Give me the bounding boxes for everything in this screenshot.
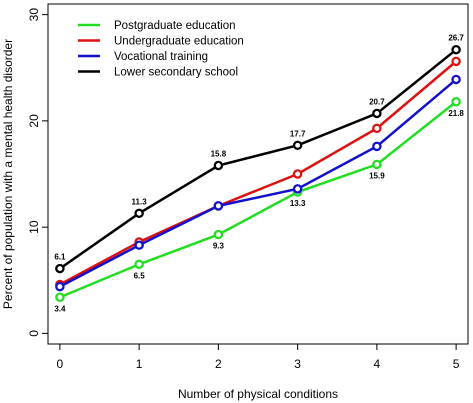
y-tick-label: 20 [27, 114, 41, 128]
legend-entry: Vocational training [114, 51, 208, 63]
x-tick-label: 3 [294, 357, 301, 371]
data-label: 17.7 [290, 129, 306, 138]
legend-entry: Postgraduate education [114, 20, 235, 32]
plot-frame [47, 3, 469, 345]
y-axis-label: Percent of population with a mental heal… [1, 39, 15, 309]
y-axis: 0 10 20 30 [27, 8, 48, 337]
data-point [372, 123, 382, 134]
data-point [134, 208, 144, 219]
y-tick-label: 30 [27, 8, 41, 22]
data-label: 9.3 [213, 242, 225, 251]
series-layer [55, 44, 461, 302]
data-label: 3.4 [54, 304, 66, 313]
data-label: 6.1 [54, 253, 66, 262]
data-label: 20.7 [369, 97, 385, 106]
data-point [55, 281, 65, 292]
data-point [372, 108, 382, 119]
y-tick-label: 10 [27, 220, 41, 234]
data-label: 15.8 [211, 150, 227, 159]
legend-entry: Undergraduate education [114, 36, 244, 48]
data-point [372, 141, 382, 152]
x-axis: 0 1 2 3 4 5 [57, 344, 460, 371]
x-tick-label: 0 [57, 357, 64, 371]
series-line [59, 78, 457, 288]
data-point [55, 292, 65, 302]
data-point [292, 169, 303, 179]
data-label: 26.7 [448, 34, 464, 43]
data-point [292, 140, 303, 151]
data-point [134, 259, 144, 270]
data-label: 6.5 [134, 271, 146, 280]
plot-border [47, 3, 469, 345]
data-label: 21.8 [448, 109, 464, 118]
x-tick-label: 1 [136, 357, 143, 371]
data-point [213, 160, 224, 171]
y-tick-label: 0 [27, 330, 41, 337]
data-label: 11.3 [132, 197, 148, 206]
data-point [451, 74, 461, 85]
data-point [451, 56, 461, 67]
data-point [213, 201, 224, 211]
x-tick-label: 5 [453, 357, 460, 371]
x-tick-label: 4 [374, 357, 381, 371]
series-undergraduate-education [55, 56, 461, 290]
data-point [292, 184, 303, 194]
series-line [59, 100, 457, 299]
legend-entry: Lower secondary school [114, 67, 238, 79]
series-lower-secondary-school [55, 44, 461, 274]
legend: Postgraduate education Undergraduate educ… [78, 20, 244, 79]
data-label: 13.3 [290, 199, 306, 208]
data-labels: 3.4 6.5 9.3 13.3 15.9 21.8 6.1 11.3 15.8 17.7 20.7… [54, 34, 464, 314]
data-point [451, 44, 461, 55]
series-postgraduate-education [55, 97, 461, 302]
data-point [55, 263, 65, 274]
data-point [213, 229, 224, 240]
series-vocational-training [55, 74, 461, 292]
data-point [451, 97, 461, 107]
data-point [372, 159, 382, 170]
series-line [59, 48, 457, 270]
x-tick-label: 2 [215, 357, 222, 371]
data-label: 15.9 [369, 171, 385, 180]
x-axis-label: Number of physical conditions [178, 387, 338, 401]
data-point [134, 240, 144, 250]
series-line [59, 60, 457, 286]
